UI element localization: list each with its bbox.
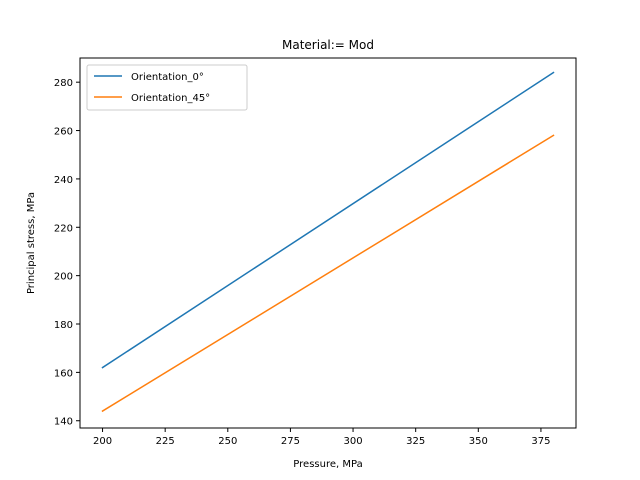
y-tick-label: 160 bbox=[54, 368, 73, 379]
series-line-orientation-0 bbox=[101, 71, 555, 369]
series-lines bbox=[101, 71, 555, 413]
x-tick-label: 200 bbox=[93, 436, 112, 447]
y-tick-label: 180 bbox=[54, 320, 73, 331]
x-tick-label: 350 bbox=[469, 436, 488, 447]
y-tick-label: 240 bbox=[54, 175, 73, 186]
y-tick-label: 260 bbox=[54, 127, 73, 138]
x-tick-label: 250 bbox=[218, 436, 237, 447]
y-axis: 140 160 180 200 220 240 260 280 bbox=[54, 78, 80, 428]
x-tick-label: 325 bbox=[406, 436, 425, 447]
chart-title: Material:= Mod bbox=[282, 38, 374, 52]
legend: Orientation_0° Orientation_45° bbox=[86, 64, 248, 111]
legend-box bbox=[86, 64, 248, 111]
x-tick-label: 225 bbox=[156, 436, 175, 447]
series-line-orientation-45 bbox=[101, 134, 555, 413]
y-axis-label: Principal stress, MPa bbox=[26, 192, 37, 294]
x-tick-label: 375 bbox=[531, 436, 550, 447]
x-tick-label: 300 bbox=[344, 436, 363, 447]
x-axis-label: Pressure, MPa bbox=[293, 459, 362, 470]
y-tick-label: 200 bbox=[54, 272, 73, 283]
plot-frame bbox=[79, 57, 577, 429]
y-tick-label: 140 bbox=[54, 417, 73, 428]
x-tick-label: 275 bbox=[281, 436, 300, 447]
legend-label-orientation-0: Orientation_0° bbox=[131, 72, 204, 83]
x-axis: 200 225 250 275 300 325 350 375 bbox=[93, 428, 550, 447]
legend-label-orientation-45: Orientation_45° bbox=[131, 93, 210, 104]
y-tick-label: 280 bbox=[54, 78, 73, 89]
y-tick-label: 220 bbox=[54, 223, 73, 234]
